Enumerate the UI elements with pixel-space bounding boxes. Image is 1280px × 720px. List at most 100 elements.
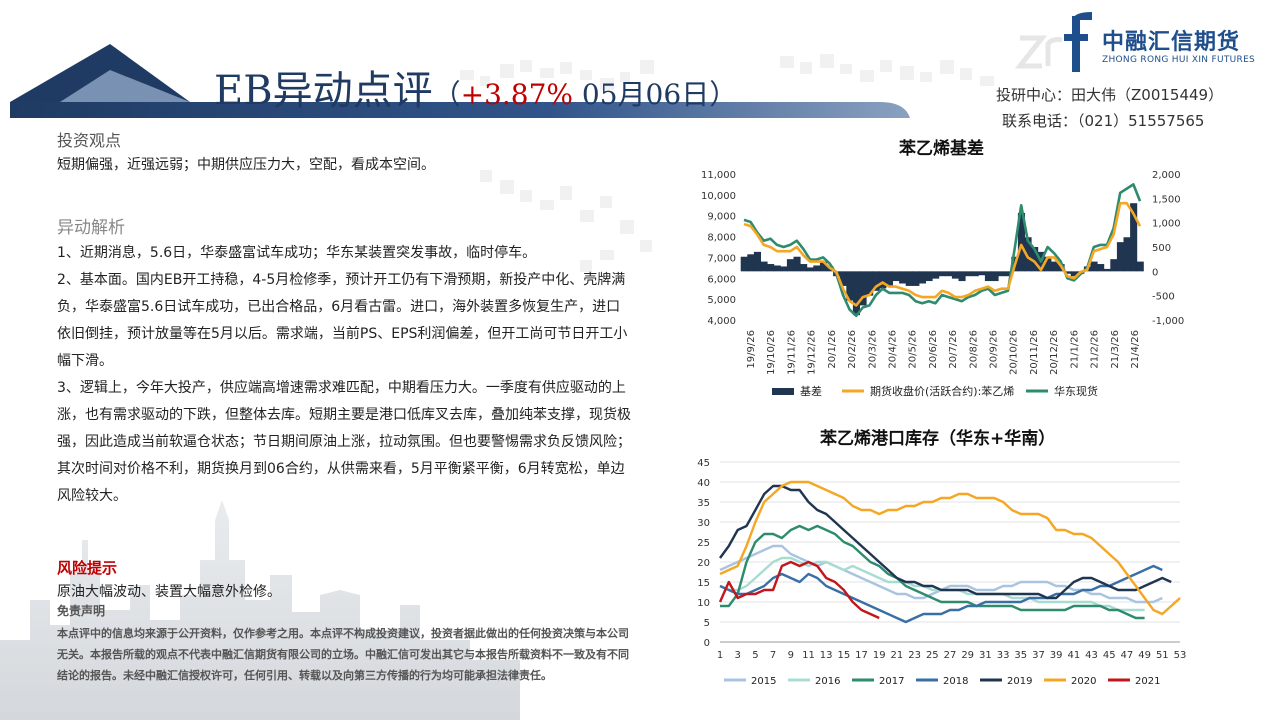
basis-bar [1097, 264, 1105, 272]
legend-label: 2017 [879, 676, 904, 687]
basis-chart: 11,000 10,000 9,000 8,000 7,000 6,000 5,000 4,0… [701, 170, 1184, 398]
series-line-2021 [718, 560, 880, 620]
legend-label: 2019 [1007, 676, 1032, 687]
analysis-paragraph-1: 1、近期消息，5.6日，华泰盛富试车成功；华东某装置突发事故，临时停车。 [57, 245, 537, 261]
x-tick: 33 [997, 650, 1010, 661]
x-tick: 45 [1103, 650, 1116, 661]
basis-bar [813, 265, 821, 272]
basis-bar [800, 264, 808, 272]
basis-bar [1024, 237, 1032, 272]
x-tick: 9 [788, 650, 794, 661]
y-left-tick: 5,000 [707, 295, 736, 306]
x-tick: 3 [735, 650, 741, 661]
title-change: +3.87% [460, 78, 574, 111]
y-right-tick: 2,000 [1152, 170, 1181, 181]
series-line-2018 [719, 564, 1163, 624]
logo-f-bar [1064, 34, 1088, 41]
view-heading: 投资观点 [57, 131, 122, 150]
basis-bar [1050, 261, 1058, 272]
y-right-tick: -500 [1152, 292, 1175, 303]
y-left-tick: 11,000 [701, 170, 736, 181]
basis-chart-title: 苯乙烯基差 [899, 139, 984, 159]
legend-label: 2021 [1135, 676, 1160, 687]
x-tick: 19/10/26 [766, 330, 777, 375]
x-tick: 20/8/26 [968, 330, 979, 369]
risk-heading: 风险提示 [57, 559, 118, 577]
x-tick: 25 [926, 650, 939, 661]
x-tick: 21/1/26 [1069, 330, 1080, 369]
basis-bar [945, 271, 953, 277]
basis-bar [932, 271, 940, 279]
basis-bar [978, 271, 986, 276]
basis-bar [767, 264, 775, 272]
basis-bar [1017, 212, 1025, 272]
phone: 联系电话：（021）51557565 [1002, 112, 1205, 130]
basis-bar [1103, 268, 1111, 272]
basis-bar [773, 265, 781, 272]
x-tick: 19/9/26 [746, 330, 757, 369]
x-tick: 21 [891, 650, 904, 661]
world-map-decoration [460, 54, 994, 272]
x-tick: 20/10/26 [1009, 330, 1020, 375]
x-tick: 21/3/26 [1110, 330, 1121, 369]
y-left-tick: 9,000 [707, 212, 736, 223]
basis-bar [991, 271, 999, 282]
x-tick: 39 [1050, 650, 1063, 661]
basis-bar [971, 271, 979, 277]
x-tick: 20/11/26 [1029, 330, 1040, 375]
basis-bar [740, 256, 748, 272]
x-tick: 35 [1014, 650, 1027, 661]
y-right-tick: 0 [1152, 267, 1158, 278]
y-left-tick: 4,000 [707, 316, 736, 327]
series-line-2016 [719, 556, 1145, 612]
basis-bar [892, 271, 900, 282]
x-tick: 20/3/26 [867, 330, 878, 369]
y-right-tick: 1,500 [1152, 194, 1181, 205]
y-right-tick: 500 [1152, 243, 1171, 254]
basis-bar [747, 254, 755, 272]
series-line-2020 [719, 480, 1181, 616]
view-text: 短期偏强，近强远弱；中期供应压力大，空配，看成本空间。 [57, 157, 435, 173]
title-paren: （ [432, 78, 461, 111]
x-tick: 37 [1032, 650, 1045, 661]
logo-cn-text: 中融汇信期货 [1102, 30, 1241, 55]
x-tick: 20/9/26 [989, 330, 1000, 369]
basis-bar [1070, 271, 1078, 277]
basis-bar [998, 271, 1006, 277]
logo-f-top [1072, 12, 1092, 20]
legend-label: 华东现货 [1054, 384, 1098, 398]
x-tick: 20/7/26 [948, 330, 959, 369]
analysis-body: 1、近期消息，5.6日，华泰盛富试车成功；华东某装置突发事故，临时停车。 2、基… [57, 240, 632, 510]
zrf-watermark-logo [1014, 35, 1063, 69]
legend-label: 2018 [943, 676, 968, 687]
basis-bar [899, 271, 907, 284]
basis-bar [872, 271, 880, 291]
x-tick: 49 [1138, 650, 1151, 661]
x-tick: 31 [979, 650, 992, 661]
disclaimer-text: 本点评中的信息均来源于公开资料，仅作参考之用。本点评不构成投资建议，投资者据此做… [57, 627, 629, 682]
basis-bar [1064, 271, 1072, 274]
basis-bar [1130, 203, 1138, 272]
x-tick: 20/1/26 [827, 330, 838, 369]
x-tick: 20/5/26 [908, 330, 919, 369]
basis-bar [918, 271, 926, 284]
basis-bar [951, 271, 959, 279]
basis-bar [819, 261, 827, 272]
x-tick: 41 [1067, 650, 1080, 661]
y-tick: 40 [697, 478, 710, 489]
series-line-2017 [720, 524, 1145, 620]
x-tick: 15 [837, 650, 850, 661]
basis-bar [938, 271, 946, 277]
basis-bar [984, 271, 992, 282]
analysis-paragraph-3: 3、逻辑上，今年大投产，供应端高增速需求难匹配，中期看压力大。一季度有供应驱动的… [57, 380, 631, 504]
basis-bar [1136, 261, 1144, 272]
x-tick: 23 [908, 650, 921, 661]
basis-bar [912, 271, 920, 286]
x-tick: 27 [944, 650, 957, 661]
x-tick: 11 [802, 650, 815, 661]
legend-swatch [772, 388, 794, 395]
basis-bar [965, 271, 973, 277]
y-tick: 35 [697, 498, 710, 509]
x-tick: 17 [855, 650, 868, 661]
logo-en-text: ZHONG RONG HUI XIN FUTURES [1102, 55, 1256, 65]
